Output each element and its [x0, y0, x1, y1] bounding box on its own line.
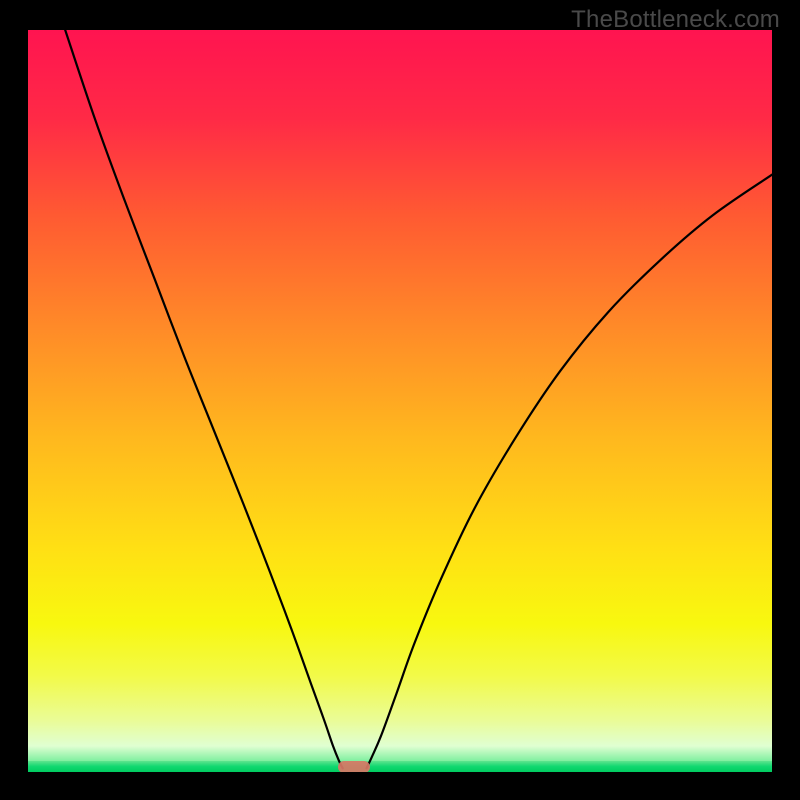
watermark-text: TheBottleneck.com: [571, 6, 780, 34]
left-curve: [65, 30, 343, 768]
optimum-marker: [338, 761, 370, 772]
bottleneck-curve: [28, 30, 772, 772]
right-curve: [367, 175, 772, 769]
plot-area: [28, 30, 772, 772]
chart-frame: TheBottleneck.com: [0, 0, 800, 800]
